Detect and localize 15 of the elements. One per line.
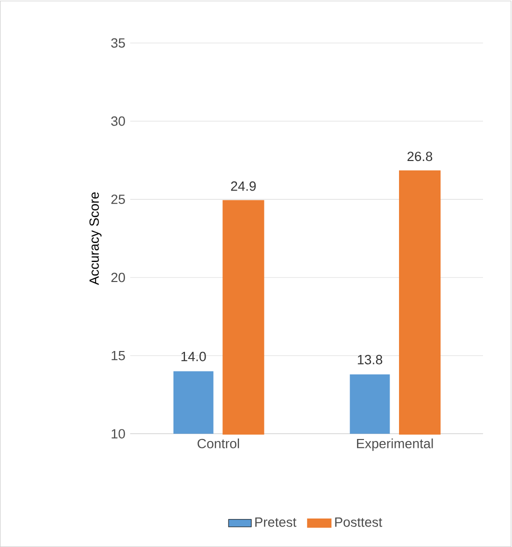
data-label: 24.9 bbox=[231, 181, 256, 191]
data-label: 14.0 bbox=[181, 352, 206, 362]
x-tick-label: Experimental bbox=[357, 438, 433, 451]
data-label: 26.8 bbox=[408, 152, 432, 162]
y-tick-label: 10 bbox=[112, 429, 125, 438]
x-tick-label: Control bbox=[198, 438, 239, 448]
y-tick-label: 20 bbox=[111, 272, 125, 282]
y-tick-label: 25 bbox=[111, 194, 125, 204]
y-tick-label: 15 bbox=[112, 350, 125, 360]
y-axis-title: Accuracy Score bbox=[89, 192, 102, 286]
legend-label: Posttest bbox=[335, 518, 382, 527]
y-tick-label: 35 bbox=[111, 38, 125, 48]
data-label: 13.8 bbox=[358, 354, 382, 364]
y-tick-label: 30 bbox=[111, 116, 125, 126]
legend-label: Pretest bbox=[255, 518, 296, 527]
